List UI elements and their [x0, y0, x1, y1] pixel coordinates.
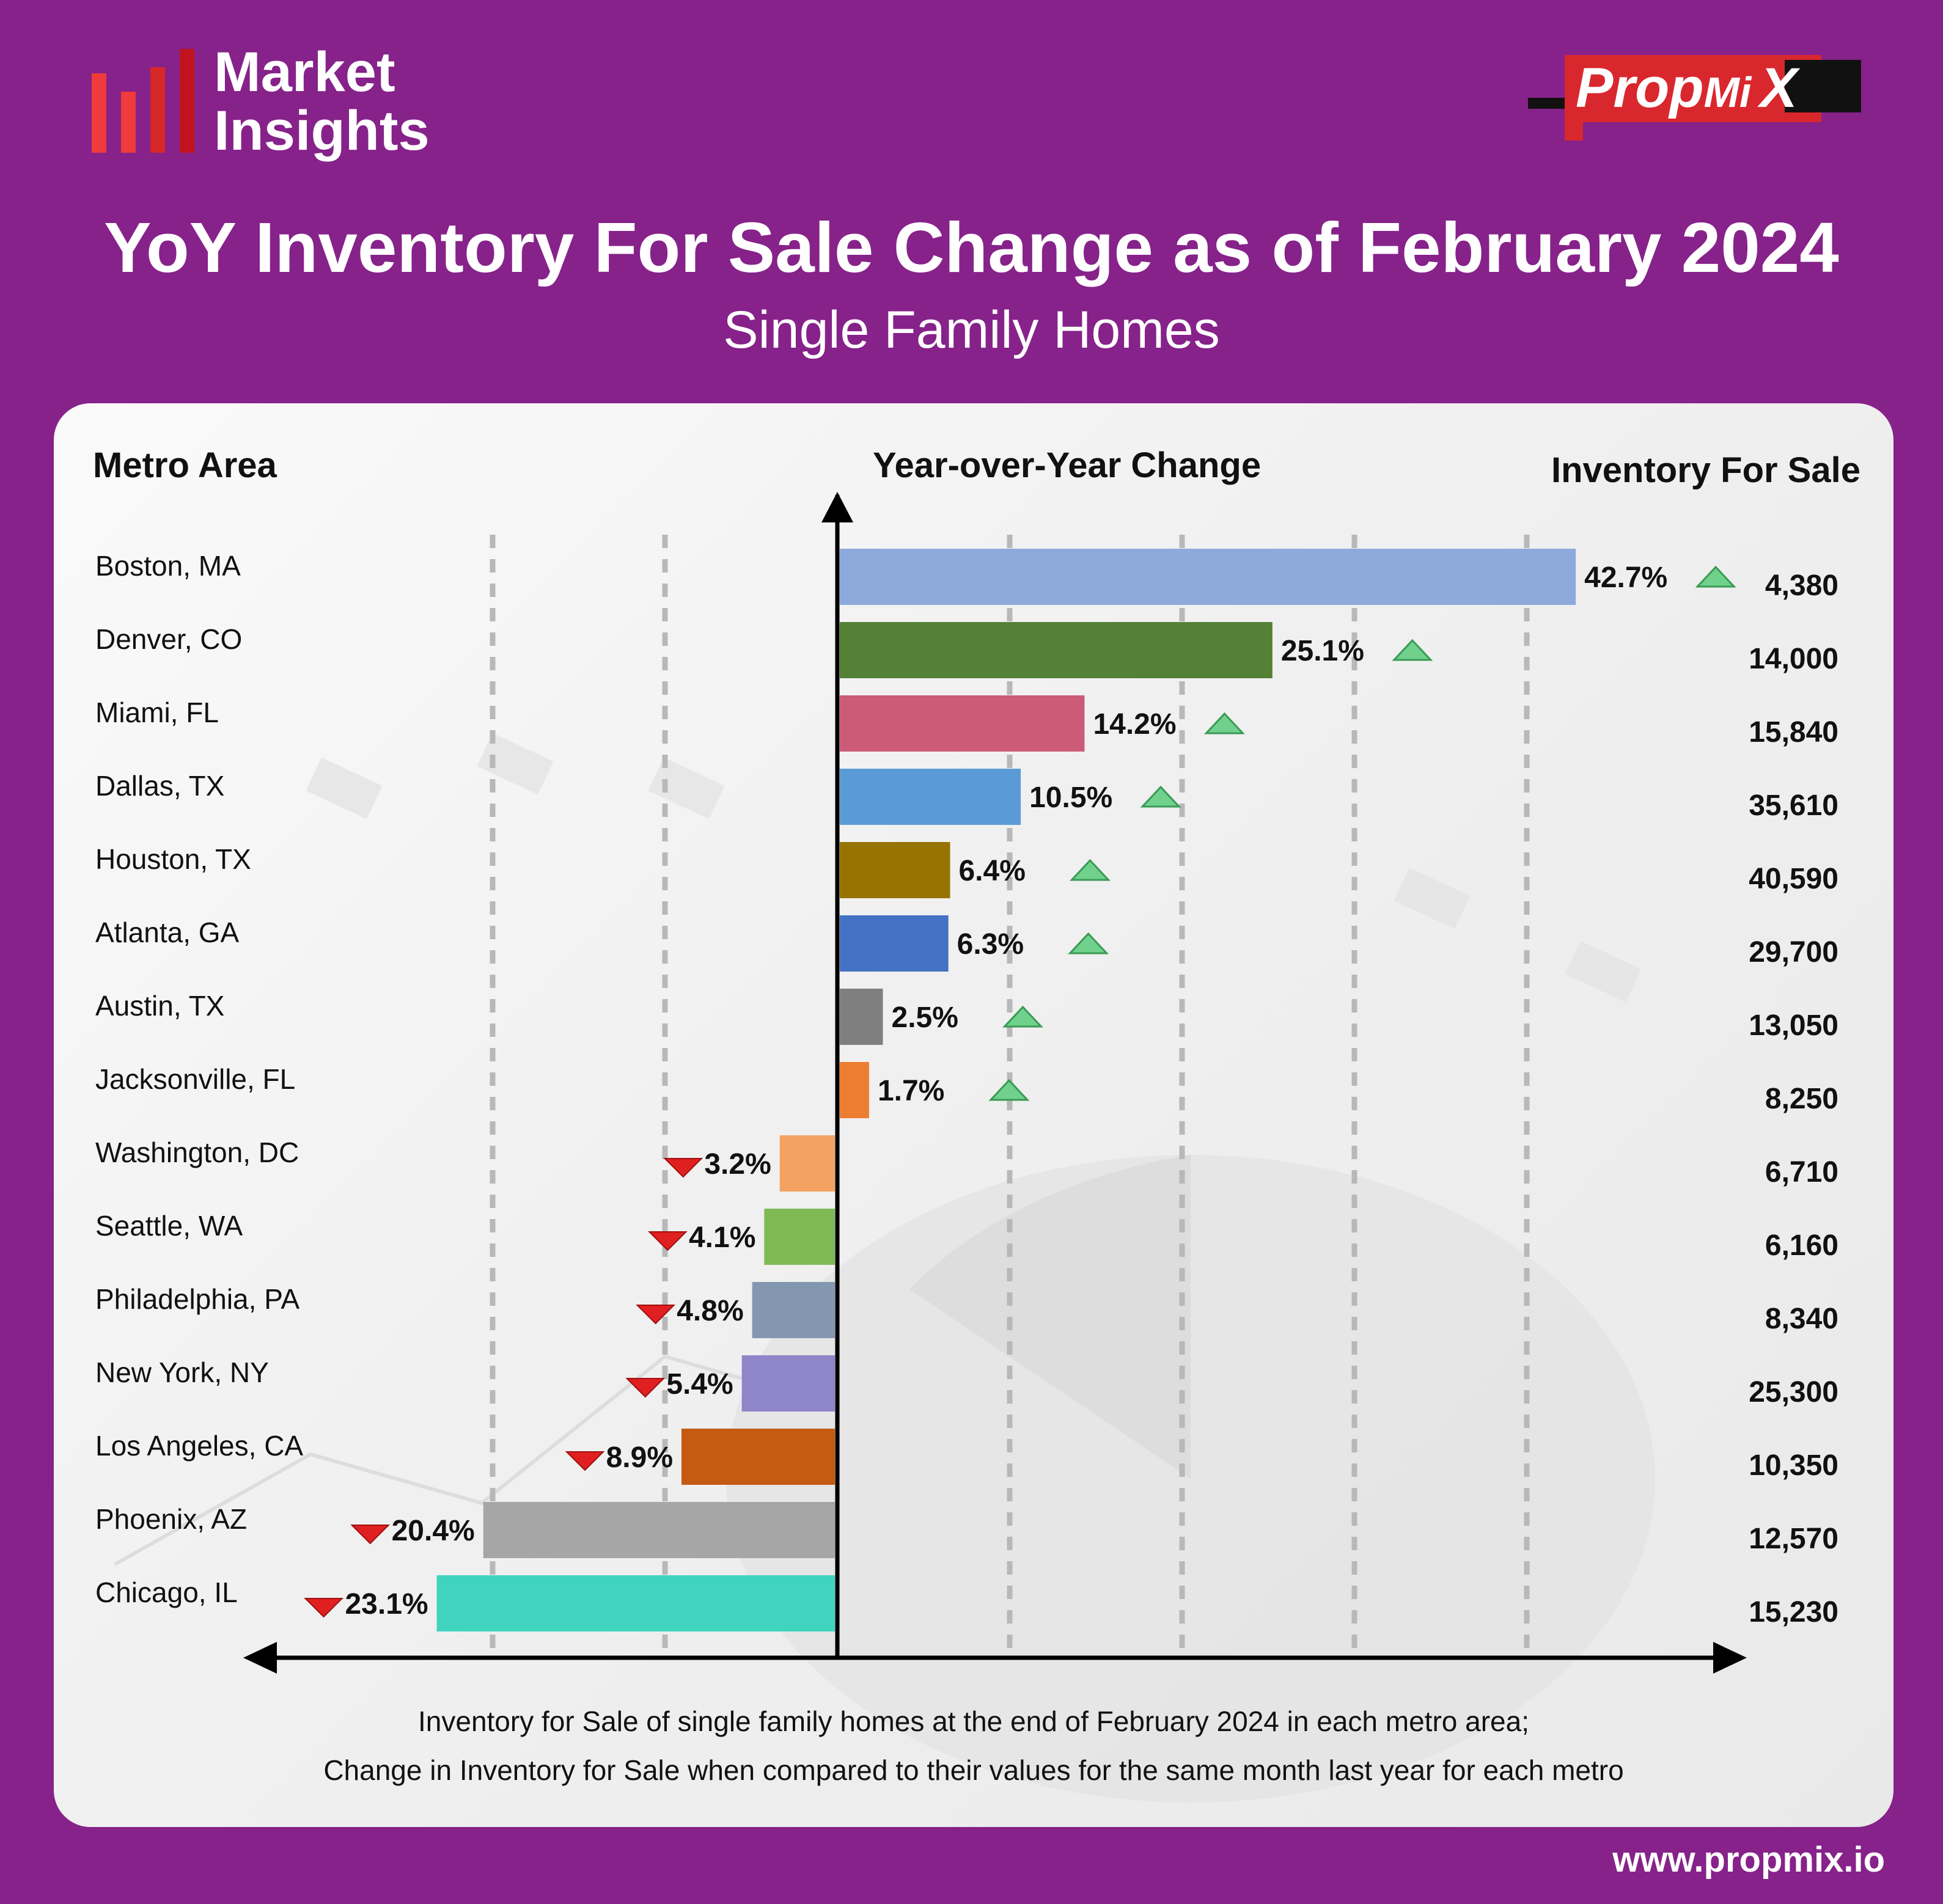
value-label-5: 6.3%	[957, 928, 1024, 961]
category-label-1: Denver, CO	[95, 623, 242, 655]
category-label-13: Phoenix, AZ	[95, 1503, 247, 1535]
inventory-value-0: 4,380	[1765, 569, 1838, 602]
website-url[interactable]: www.propmix.io	[1612, 1840, 1885, 1880]
bar-chart-logo-icon	[92, 49, 194, 153]
inventory-value-8: 6,710	[1765, 1156, 1838, 1188]
inventory-value-5: 29,700	[1749, 936, 1838, 968]
inventory-value-9: 6,160	[1765, 1229, 1838, 1262]
bar-4	[840, 842, 950, 898]
value-label-4: 6.4%	[958, 855, 1025, 887]
market-insights-brand: Market Insights	[92, 43, 471, 165]
up-arrow-icon-0	[1695, 565, 1736, 588]
value-label-0: 42.7%	[1584, 562, 1667, 594]
value-label-11: 5.4%	[666, 1368, 733, 1401]
value-label-6: 2.5%	[892, 1001, 958, 1034]
metro-area-header: Metro Area	[93, 445, 277, 485]
category-label-2: Miami, FL	[95, 697, 219, 728]
category-label-8: Washington, DC	[95, 1137, 299, 1168]
category-label-0: Boston, MA	[95, 550, 241, 582]
background-decoration	[114, 733, 1655, 1803]
up-arrow-icon-2	[1203, 712, 1245, 734]
category-label-7: Jacksonville, FL	[95, 1063, 295, 1095]
footnote-line-2: Change in Inventory for Sale when compar…	[323, 1754, 1624, 1786]
bar-5	[840, 915, 949, 972]
bar-1	[840, 622, 1273, 678]
bar-0	[840, 549, 1576, 605]
value-label-1: 25.1%	[1281, 635, 1364, 667]
value-label-7: 1.7%	[878, 1075, 944, 1107]
up-arrow-icon-3	[1140, 785, 1181, 808]
bar-14	[436, 1575, 835, 1631]
value-label-3: 10.5%	[1029, 782, 1112, 814]
inventory-value-10: 8,340	[1765, 1303, 1838, 1335]
page-subtitle: Single Family Homes	[723, 301, 1220, 359]
value-label-9: 4.1%	[689, 1221, 755, 1254]
up-arrow-icon-5	[1068, 932, 1109, 954]
category-label-5: Atlanta, GA	[95, 917, 240, 948]
value-label-8: 3.2%	[704, 1148, 771, 1181]
inventory-header: Inventory For Sale	[1551, 450, 1860, 490]
inventory-value-13: 12,570	[1749, 1523, 1838, 1555]
down-arrow-icon-10	[636, 1305, 676, 1325]
inventory-value-11: 25,300	[1749, 1376, 1838, 1408]
value-label-14: 23.1%	[345, 1588, 428, 1620]
up-arrow-icon-6	[1002, 1005, 1043, 1028]
bar-12	[681, 1429, 835, 1485]
down-arrow-icon-11	[625, 1378, 666, 1398]
yoy-change-bar-chart: Boston, MA 4,380 42.7% Denver, CO 14,000 25.1…	[95, 492, 1838, 1674]
category-label-4: Houston, TX	[95, 843, 251, 875]
value-label-12: 8.9%	[606, 1441, 673, 1474]
bar-10	[752, 1282, 835, 1338]
inventory-value-14: 15,230	[1749, 1596, 1838, 1628]
brand-line-1: Market	[214, 41, 395, 103]
bar-11	[741, 1355, 835, 1412]
inventory-value-4: 40,590	[1749, 863, 1838, 895]
category-label-12: Los Angeles, CA	[95, 1430, 303, 1462]
bar-13	[483, 1502, 835, 1558]
up-arrow-icon-7	[988, 1078, 1030, 1101]
bar-2	[840, 695, 1085, 752]
left-axis-arrow-icon	[243, 1642, 277, 1674]
inventory-value-6: 13,050	[1749, 1009, 1838, 1042]
bar-7	[840, 1062, 869, 1118]
down-arrow-icon-14	[304, 1598, 343, 1618]
up-arrow-icon-1	[1392, 639, 1433, 661]
category-label-9: Seattle, WA	[95, 1210, 243, 1242]
down-arrow-icon-9	[647, 1231, 688, 1251]
yoy-change-header: Year-over-Year Change	[873, 445, 1262, 485]
inventory-value-2: 15,840	[1749, 716, 1838, 749]
bar-9	[764, 1209, 835, 1265]
value-label-10: 4.8%	[677, 1295, 743, 1327]
bar-8	[779, 1135, 835, 1192]
footnote-line-1: Inventory for Sale of single family home…	[418, 1705, 1529, 1737]
inventory-value-7: 8,250	[1765, 1083, 1838, 1115]
propmix-logo: PropMi X	[1528, 55, 1861, 141]
down-arrow-icon-12	[565, 1451, 605, 1471]
inventory-value-12: 10,350	[1749, 1449, 1838, 1482]
inventory-value-3: 35,610	[1749, 789, 1838, 822]
category-label-11: New York, NY	[95, 1357, 269, 1388]
down-arrow-icon-13	[350, 1525, 391, 1545]
inventory-value-1: 14,000	[1749, 643, 1838, 675]
value-label-13: 20.4%	[392, 1515, 475, 1547]
category-label-3: Dallas, TX	[95, 770, 224, 802]
page-title: YoY Inventory For Sale Change as of Febr…	[104, 208, 1839, 287]
up-axis-arrow-icon	[821, 492, 853, 522]
category-label-14: Chicago, IL	[95, 1576, 238, 1608]
right-axis-arrow-icon	[1713, 1642, 1747, 1674]
category-label-10: Philadelphia, PA	[95, 1283, 299, 1315]
bar-6	[840, 989, 883, 1045]
chart-card: Metro Area Year-over-Year Change Invento…	[54, 403, 1893, 1827]
up-arrow-icon-4	[1070, 859, 1111, 881]
value-label-2: 14.2%	[1093, 708, 1176, 741]
bar-3	[840, 769, 1021, 825]
brand-line-2: Insights	[214, 100, 430, 162]
down-arrow-icon-8	[663, 1158, 703, 1178]
category-label-6: Austin, TX	[95, 990, 224, 1022]
